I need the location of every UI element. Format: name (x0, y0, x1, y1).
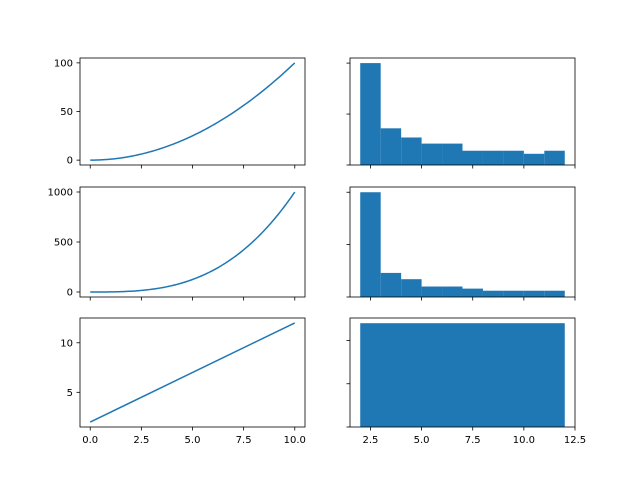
histogram-bar (503, 290, 524, 297)
panel-row-1-left: 0 50 100 (54, 57, 306, 169)
axes-frame (349, 186, 576, 298)
histogram-bar (380, 272, 402, 297)
histogram-bar (401, 279, 422, 297)
y-tick-label: 0 (67, 288, 73, 299)
panel-row-3-right: 2.5 5.0 7.5 10.0 12.5 (346, 317, 586, 446)
y-tick-label: 5 (67, 388, 73, 399)
series-line (90, 62, 296, 161)
histogram-bar (360, 192, 381, 297)
y-tick-label: 10 (60, 338, 73, 349)
x-tick-label: 5.0 (414, 435, 430, 446)
y-tick-label: 0 (67, 156, 73, 167)
histogram-bar (523, 153, 545, 165)
histogram-bar (360, 63, 381, 165)
histogram-bar (401, 137, 422, 165)
histogram-bar (380, 128, 402, 165)
panel-row-2-left: 0 500 1000 (48, 186, 306, 301)
y-tick-label: 1000 (48, 188, 73, 199)
histogram-bar (462, 150, 483, 165)
x-tick-label: 10.0 (513, 435, 535, 446)
series-line (89, 322, 296, 423)
histogram-bar (482, 290, 504, 297)
histogram-bar (421, 143, 443, 165)
x-tick-label: 7.5 (236, 435, 252, 446)
y-tick-label: 50 (60, 107, 73, 118)
x-tick-label: 0.0 (82, 435, 98, 446)
panel-row-1-right (346, 57, 576, 169)
x-tick-label: 2.5 (133, 435, 149, 446)
histogram-bar (503, 150, 524, 165)
panel-row-2-right (346, 186, 576, 301)
histogram-bar (421, 286, 443, 297)
histogram-bar (482, 150, 504, 165)
histogram-bar (442, 286, 463, 297)
series-line (90, 191, 296, 293)
histogram-bar (360, 323, 565, 427)
histogram-bar (544, 150, 565, 165)
histogram-bar (442, 143, 463, 165)
x-tick-label: 2.5 (363, 435, 379, 446)
histogram-bar (523, 290, 545, 297)
y-tick-label: 100 (54, 58, 73, 69)
x-tick-label: 5.0 (185, 435, 201, 446)
panel-row-3-left: 5 10 0.0 2.5 5.0 7.5 10.0 (60, 317, 306, 446)
x-tick-label: 12.5 (564, 435, 586, 446)
y-tick-label: 500 (54, 238, 73, 249)
histogram-bar (544, 290, 565, 297)
axes-frame (349, 57, 576, 166)
histogram-bar (462, 288, 483, 297)
x-tick-label: 7.5 (465, 435, 481, 446)
x-tick-label: 10.0 (284, 435, 306, 446)
axes-frame (349, 317, 576, 428)
